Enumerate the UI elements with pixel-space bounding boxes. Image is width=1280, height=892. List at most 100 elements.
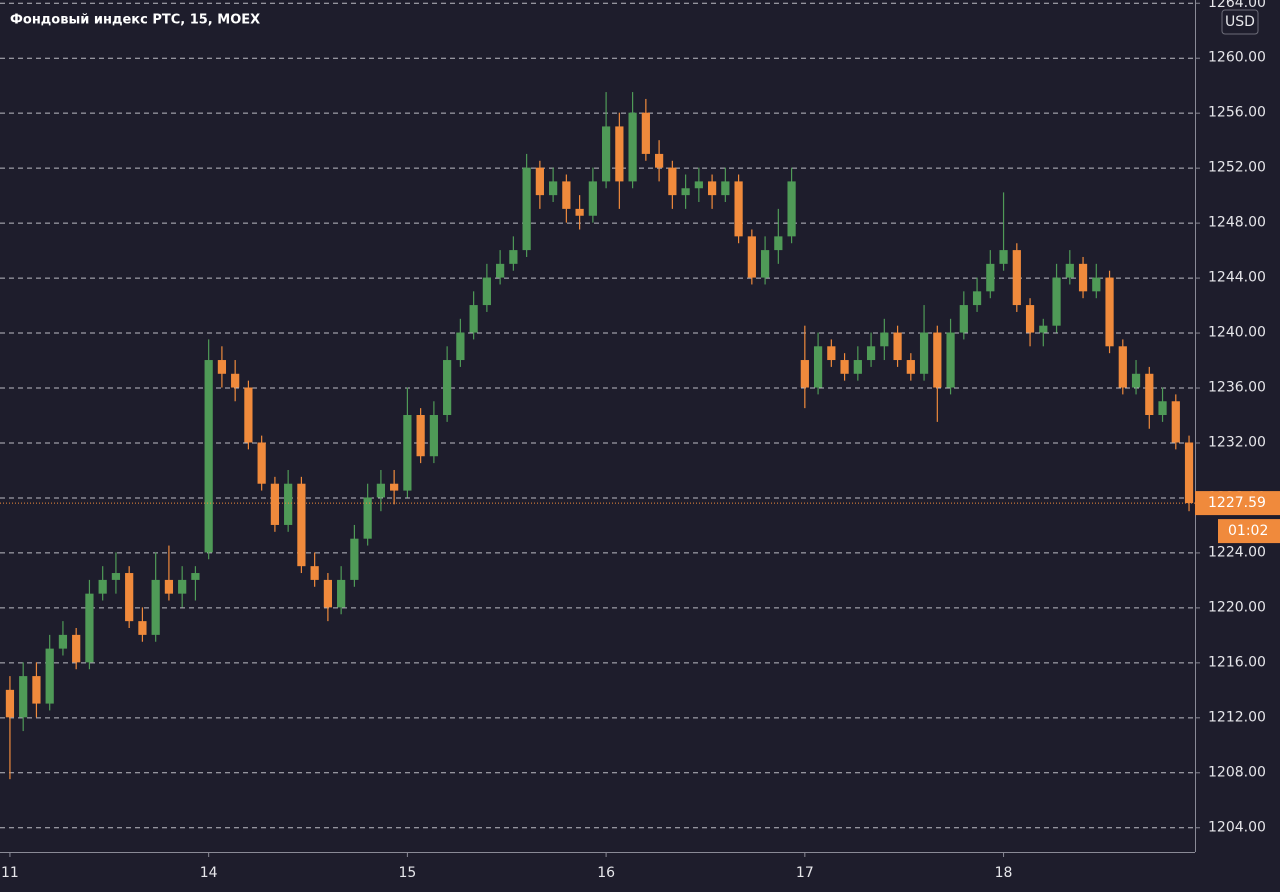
- candle-body: [58, 634, 68, 649]
- candle-body: [429, 415, 438, 457]
- candle-body: [443, 360, 452, 416]
- candle-body: [125, 573, 134, 622]
- candle-body: [681, 188, 690, 196]
- candle-body: [1131, 373, 1141, 388]
- candle-body: [933, 332, 942, 388]
- candle-body: [1145, 373, 1154, 416]
- candle-body: [98, 579, 107, 594]
- y-tick-label: 1264.00: [1208, 0, 1266, 11]
- candle-body: [416, 415, 425, 457]
- candle-body: [562, 181, 571, 209]
- candle-body: [1078, 263, 1088, 292]
- candle-body: [694, 181, 703, 189]
- candle-body: [959, 305, 968, 333]
- candle-body: [257, 442, 266, 484]
- candle-body: [310, 566, 319, 580]
- y-tick-label: 1204.00: [1208, 819, 1266, 835]
- candle-body: [337, 579, 346, 608]
- candle-body: [800, 360, 809, 388]
- x-tick-label: 18: [995, 865, 1013, 881]
- candle-body: [151, 579, 160, 635]
- candle-body: [178, 579, 187, 594]
- grid: [0, 2, 1195, 829]
- candle-body: [813, 346, 823, 388]
- candle-body: [456, 332, 465, 361]
- x-tick-label: 16: [597, 865, 615, 881]
- candle-body: [469, 305, 478, 333]
- y-tick-label: 1248.00: [1208, 215, 1266, 231]
- candle-body: [284, 483, 293, 525]
- candle-body: [774, 236, 783, 251]
- candle-body: [231, 373, 240, 388]
- y-tick-label: 1252.00: [1208, 160, 1266, 176]
- candle-body: [535, 167, 544, 196]
- candle-body: [403, 415, 412, 491]
- candle-body: [1158, 401, 1167, 416]
- candle-body: [482, 277, 491, 306]
- candle-body: [1039, 325, 1048, 333]
- x-tick-label: 17: [796, 865, 814, 881]
- candle-body: [549, 181, 558, 196]
- x-tick-label: 11: [1, 865, 19, 881]
- plot-area: [0, 92, 1195, 780]
- countdown-box: [1218, 519, 1280, 544]
- candle-body: [707, 181, 717, 196]
- y-tick-label: 1256.00: [1208, 105, 1266, 121]
- candle-body: [893, 332, 902, 361]
- y-tick-label: 1244.00: [1208, 270, 1266, 286]
- candle-body: [866, 346, 876, 361]
- candle-body: [946, 332, 955, 388]
- currency-box[interactable]: [1221, 9, 1259, 35]
- candle-body: [297, 483, 306, 567]
- candle-body: [1012, 250, 1021, 306]
- candle-body: [588, 181, 597, 216]
- countdown: 01:02: [1228, 523, 1268, 539]
- candle-body: [668, 167, 677, 196]
- candle-body: [880, 332, 889, 347]
- candle-body: [323, 579, 333, 608]
- candle-body: [496, 263, 505, 278]
- candle-body: [270, 483, 280, 525]
- candle-body: [376, 483, 385, 498]
- candle-body: [654, 153, 664, 168]
- candle-body: [45, 648, 54, 704]
- candle-body: [522, 167, 531, 251]
- candle-body: [840, 360, 849, 374]
- y-tick-label: 1240.00: [1208, 325, 1266, 341]
- candle-body: [575, 208, 584, 216]
- candle-body: [350, 538, 359, 580]
- candle-body: [85, 593, 94, 663]
- y-tick-label: 1208.00: [1208, 764, 1266, 780]
- candle-body: [5, 689, 15, 718]
- candle-body: [204, 360, 213, 553]
- candle-body: [244, 387, 253, 443]
- candle-body: [1184, 442, 1194, 504]
- y-tick-label: 1220.00: [1208, 599, 1266, 615]
- candle-body: [602, 126, 611, 182]
- chart-title: Фондовый индекс РТС, 15, MOEX: [10, 13, 260, 28]
- y-tick-label: 1232.00: [1208, 434, 1266, 450]
- candle-body: [19, 676, 28, 718]
- y-tick-label: 1224.00: [1208, 544, 1266, 560]
- candle-body: [164, 579, 174, 594]
- candle-body: [191, 573, 200, 580]
- candle-body: [734, 181, 743, 237]
- candle-body: [1065, 263, 1074, 278]
- candle-body: [615, 126, 624, 182]
- currency: USD: [1225, 14, 1255, 30]
- candle-body: [641, 112, 650, 154]
- candle-body: [138, 621, 147, 635]
- candle-body: [999, 250, 1008, 264]
- last-price-box: [1195, 491, 1280, 516]
- y-tick-label: 1236.00: [1208, 380, 1266, 396]
- candle-body: [1171, 401, 1180, 443]
- candle-body: [363, 497, 372, 539]
- candle-body: [1092, 277, 1101, 292]
- candle-body: [390, 483, 399, 491]
- candle-body: [919, 332, 929, 374]
- candle-body: [1105, 277, 1114, 347]
